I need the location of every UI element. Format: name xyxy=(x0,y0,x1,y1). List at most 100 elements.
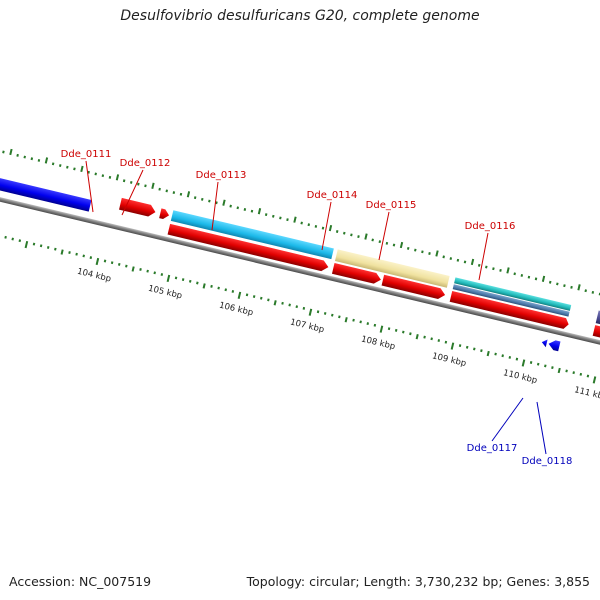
inner-minor-tick xyxy=(359,320,362,324)
outer-minor-tick xyxy=(200,197,204,201)
inner-minor-tick xyxy=(565,369,568,373)
inner-major-tick xyxy=(166,274,171,283)
outer-minor-tick xyxy=(286,218,289,222)
inner-minor-tick xyxy=(458,344,462,348)
outer-minor-tick xyxy=(499,268,502,272)
outer-major-tick xyxy=(257,208,262,215)
inner-minor-tick xyxy=(217,286,220,290)
outer-minor-tick xyxy=(392,243,396,247)
genome-summary-footer: Topology: circular; Length: 3,730,232 bp… xyxy=(246,574,590,589)
inner-minor-tick xyxy=(338,315,341,319)
outer-major-tick xyxy=(506,267,510,274)
outer-tick-track xyxy=(2,148,600,296)
inner-minor-tick xyxy=(402,330,405,334)
gene-leader-line xyxy=(211,181,219,231)
genome-backbone-line xyxy=(0,191,600,359)
inner-minor-tick xyxy=(110,261,114,265)
outer-minor-tick xyxy=(449,257,453,261)
scale-label: 111 kbp xyxy=(573,385,600,403)
outer-minor-tick xyxy=(208,199,211,203)
outer-major-tick xyxy=(44,157,49,164)
inner-minor-tick xyxy=(501,354,504,358)
map-title: Desulfovibrio desulfuricans G20, complet… xyxy=(120,8,480,24)
inner-minor-tick xyxy=(423,335,426,339)
inner-minor-tick xyxy=(295,305,299,309)
inner-minor-tick xyxy=(323,312,327,315)
inner-minor-tick xyxy=(181,278,185,282)
gene-leader-line xyxy=(478,232,489,281)
inner-major-tick xyxy=(237,291,242,299)
inner-minor-tick xyxy=(54,247,57,251)
outer-minor-tick xyxy=(108,175,112,179)
cds-reverse-arrow-dde-0117[interactable] xyxy=(541,338,548,348)
inner-minor-tick xyxy=(529,361,533,364)
feature-steel-blue-dde-0116[interactable] xyxy=(452,284,570,317)
gene-label-dde-0116[interactable]: Dde_0116 xyxy=(465,221,516,232)
outer-minor-tick xyxy=(129,180,133,184)
cds-arrow-dde-0112[interactable] xyxy=(159,208,170,220)
inner-minor-tick xyxy=(536,362,540,366)
outer-minor-tick xyxy=(378,240,382,244)
inner-minor-tick xyxy=(125,264,128,268)
inner-minor-tick xyxy=(174,276,178,280)
gene-leader-line xyxy=(536,401,547,455)
inner-minor-tick xyxy=(316,310,320,314)
outer-minor-tick xyxy=(37,159,41,162)
gene-label-dde-0117[interactable]: Dde_0117 xyxy=(467,443,518,454)
cds-arrow-dde-0116[interactable] xyxy=(449,291,570,330)
inner-tick-track xyxy=(4,235,597,384)
outer-minor-tick xyxy=(307,223,311,227)
inner-minor-tick xyxy=(89,256,93,260)
outer-minor-tick xyxy=(442,255,445,259)
outer-minor-tick xyxy=(236,206,240,210)
inner-minor-tick xyxy=(387,327,391,331)
inner-minor-tick xyxy=(252,295,256,298)
outer-minor-tick xyxy=(527,275,531,279)
feature-pale-yellow-dde-0114[interactable] xyxy=(334,249,450,288)
outer-minor-tick xyxy=(66,165,69,169)
cds-arrow-dde-0114[interactable] xyxy=(331,262,382,285)
inner-major-tick xyxy=(95,257,100,266)
outer-minor-tick xyxy=(229,204,232,208)
cds-reverse-arrow-dde-0118[interactable] xyxy=(547,339,561,352)
outer-minor-tick xyxy=(548,280,552,284)
outer-minor-tick xyxy=(406,246,410,250)
cds-arrow-dde-0115[interactable] xyxy=(381,274,447,301)
scale-label: 109 kbp xyxy=(431,351,467,369)
inner-minor-tick xyxy=(210,284,213,288)
gene-label-dde-0111[interactable]: Dde_0111 xyxy=(61,149,112,160)
outer-major-tick xyxy=(80,165,84,173)
inner-minor-tick xyxy=(196,281,199,285)
inner-minor-tick xyxy=(437,339,441,342)
outer-major-tick xyxy=(293,216,297,223)
scale-label: 105 kbp xyxy=(147,284,183,302)
inner-minor-tick xyxy=(409,332,412,336)
gene-label-dde-0118[interactable]: Dde_0118 xyxy=(522,456,573,467)
inner-major-tick xyxy=(521,359,526,367)
outer-minor-tick xyxy=(272,214,275,218)
outer-minor-tick xyxy=(513,272,516,276)
inner-major-tick xyxy=(379,325,384,333)
inner-major-tick xyxy=(592,376,597,384)
inner-minor-tick xyxy=(259,296,263,300)
outer-minor-tick xyxy=(485,265,488,269)
cds-reverse-left-edge[interactable] xyxy=(0,178,92,212)
scale-label: 107 kbp xyxy=(289,317,325,335)
inner-major-tick xyxy=(308,308,313,316)
gene-label-dde-0114[interactable]: Dde_0114 xyxy=(307,190,358,201)
outer-major-tick xyxy=(115,174,120,181)
feature-cyan-dde-0113[interactable] xyxy=(170,210,334,260)
outer-minor-tick xyxy=(144,184,147,188)
feature-teal-dde-0116[interactable] xyxy=(454,277,572,311)
outer-minor-tick xyxy=(421,250,424,254)
gene-label-dde-0112[interactable]: Dde_0112 xyxy=(120,158,171,169)
gene-label-dde-0115[interactable]: Dde_0115 xyxy=(366,200,417,211)
outer-minor-tick xyxy=(350,233,353,237)
cds-arrow-dde-0111[interactable] xyxy=(119,197,157,218)
outer-minor-tick xyxy=(385,241,389,245)
gene-label-dde-0113[interactable]: Dde_0113 xyxy=(196,170,247,181)
inner-minor-tick xyxy=(160,273,164,276)
cds-arrow-dde-0113[interactable] xyxy=(167,223,330,273)
scale-label: 110 kbp xyxy=(502,368,538,386)
outer-minor-tick xyxy=(101,174,105,178)
